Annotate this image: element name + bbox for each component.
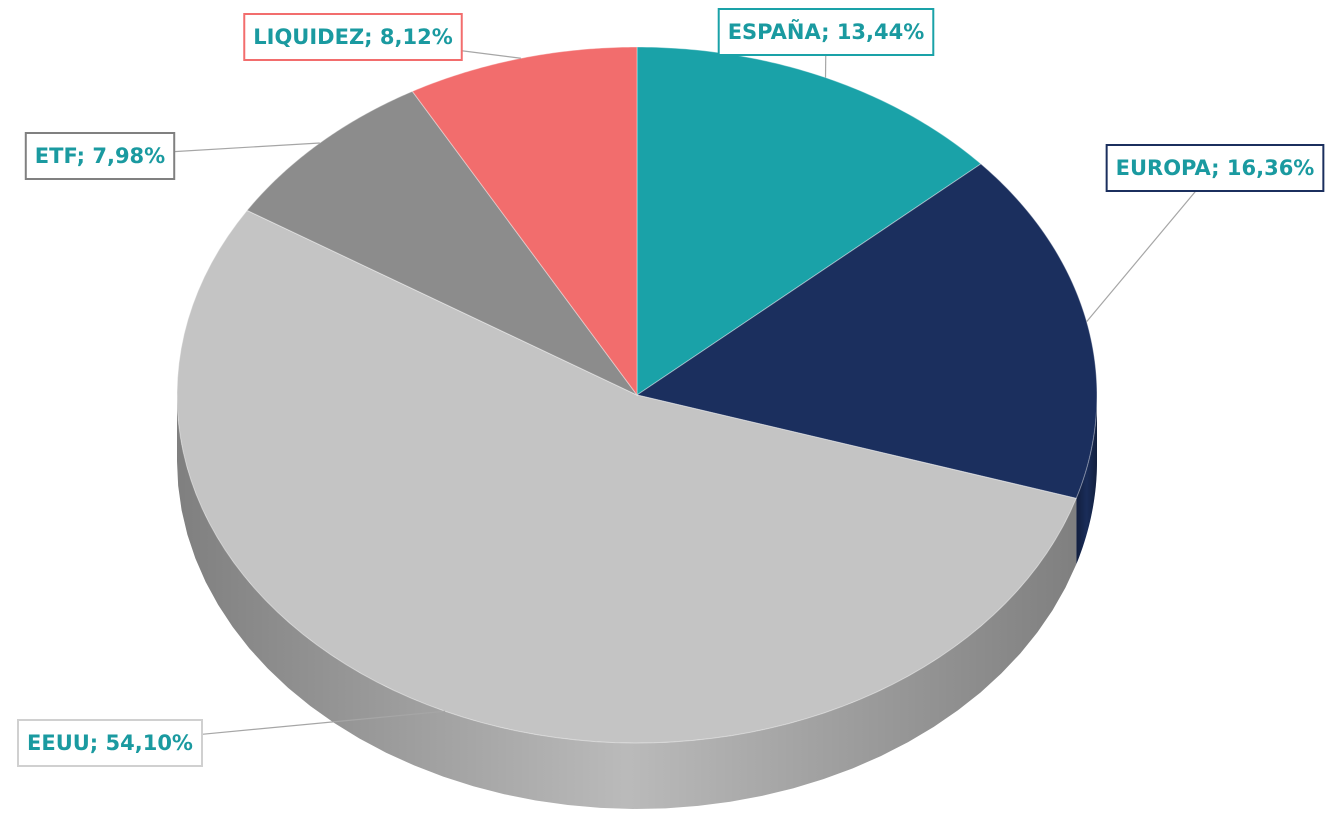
data-label: ETF; 7,98% <box>35 144 165 168</box>
data-label: EUROPA; 16,36% <box>1116 156 1315 180</box>
leader-line <box>174 143 320 152</box>
data-label: LIQUIDEZ; 8,12% <box>253 25 452 49</box>
leader-line <box>1087 191 1196 322</box>
data-label: ESPAÑA; 13,44% <box>728 19 925 44</box>
pie-tops <box>177 47 1097 743</box>
data-label: EEUU; 54,10% <box>27 731 193 755</box>
leader-line <box>462 51 521 58</box>
